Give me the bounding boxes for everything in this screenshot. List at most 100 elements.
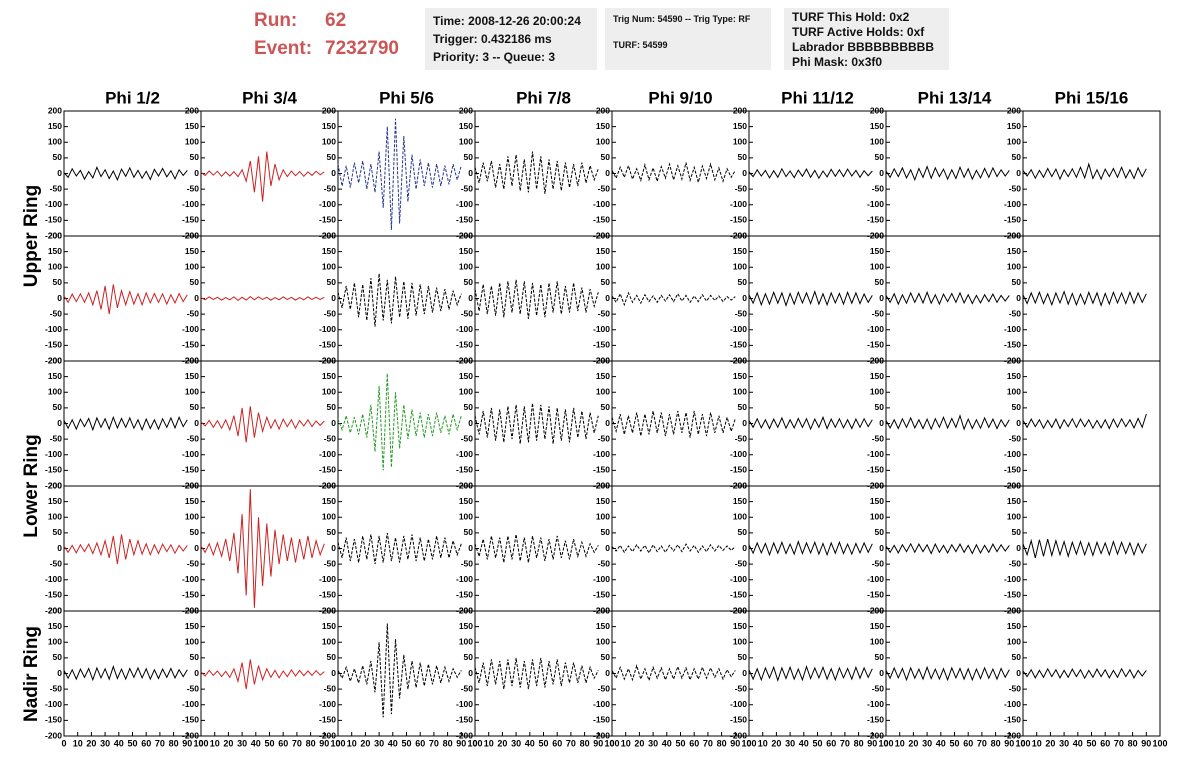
x-tick-label: 50 xyxy=(127,738,137,748)
y-tick-label: -100 xyxy=(593,574,610,584)
y-tick-label: -50 xyxy=(461,683,474,693)
y-tick-label: -150 xyxy=(456,715,473,725)
y-tick-label: 0 xyxy=(194,543,199,553)
waveform xyxy=(63,665,188,682)
waveform xyxy=(611,291,736,307)
y-tick-label: -150 xyxy=(456,465,473,475)
y-tick-label: -200 xyxy=(867,230,884,240)
panel-frame xyxy=(200,485,339,612)
y-tick-label: -50 xyxy=(461,558,474,568)
y-tick-label: 100 xyxy=(1007,387,1021,397)
y-tick-label: 0 xyxy=(879,418,884,428)
y-tick-label: -50 xyxy=(735,183,748,193)
x-tick-label: 90 xyxy=(1141,738,1151,748)
y-tick-label: -150 xyxy=(45,465,62,475)
y-tick-label: -100 xyxy=(1004,449,1021,459)
y-tick-label: 100 xyxy=(733,262,747,272)
y-tick-label: 50 xyxy=(601,402,611,412)
waveform xyxy=(885,165,1010,182)
y-tick-label: 50 xyxy=(738,152,748,162)
x-tick-label: 20 xyxy=(1045,738,1055,748)
x-tick-label: 30 xyxy=(100,738,110,748)
y-tick-label: -50 xyxy=(598,683,611,693)
y-tick-label: 150 xyxy=(185,121,199,131)
x-tick-label: 80 xyxy=(169,738,179,748)
x-tick-label: 90 xyxy=(1004,738,1014,748)
x-tick-label: 100 xyxy=(604,738,619,748)
y-tick-label: 200 xyxy=(1007,355,1021,365)
y-tick-label: -200 xyxy=(867,355,884,365)
y-tick-label: 50 xyxy=(738,527,748,537)
x-tick-label: 10 xyxy=(1032,738,1042,748)
y-tick-label: 0 xyxy=(879,168,884,178)
y-tick-label: -100 xyxy=(319,199,336,209)
y-tick-label: 0 xyxy=(605,168,610,178)
x-tick-label: 0 xyxy=(61,738,66,748)
y-tick-label: 0 xyxy=(57,543,62,553)
x-tick-label: 50 xyxy=(675,738,685,748)
y-tick-label: -100 xyxy=(867,199,884,209)
y-tick-label: 200 xyxy=(48,605,62,615)
y-tick-label: 0 xyxy=(468,168,473,178)
info-box-time: Time: 2008-12-26 20:00:24 Trigger: 0.432… xyxy=(425,8,597,70)
y-tick-label: 200 xyxy=(870,230,884,240)
x-tick-label: 0 xyxy=(335,738,340,748)
y-tick-label: -200 xyxy=(730,605,747,615)
y-tick-label: -50 xyxy=(187,183,200,193)
column-title: Phi 7/8 xyxy=(516,88,571,107)
x-tick-label: 70 xyxy=(703,738,713,748)
y-tick-label: 200 xyxy=(870,105,884,115)
x-tick-label: 40 xyxy=(251,738,261,748)
panel-frame xyxy=(474,610,613,737)
waveform xyxy=(611,162,736,185)
waveform xyxy=(748,290,873,307)
y-tick-label: -50 xyxy=(872,433,885,443)
y-tick-label: -50 xyxy=(187,433,200,443)
info-line: TURF This Hold: 0x2 xyxy=(792,10,910,24)
y-tick-label: -100 xyxy=(319,324,336,334)
y-tick-label: -100 xyxy=(182,199,199,209)
y-tick-label: -200 xyxy=(593,480,610,490)
y-tick-label: 200 xyxy=(48,355,62,365)
x-tick-label: 80 xyxy=(306,738,316,748)
y-tick-label: -100 xyxy=(456,699,473,709)
y-tick-label: -200 xyxy=(182,605,199,615)
y-tick-label: -50 xyxy=(598,558,611,568)
y-tick-label: 50 xyxy=(53,652,63,662)
y-tick-label: 0 xyxy=(468,668,473,678)
y-tick-label: 200 xyxy=(322,605,336,615)
y-tick-label: -100 xyxy=(319,574,336,584)
waveform xyxy=(474,403,599,444)
y-tick-label: 150 xyxy=(1007,246,1021,256)
x-tick-label: 0 xyxy=(198,738,203,748)
y-tick-label: -150 xyxy=(1004,215,1021,225)
y-tick-label: 150 xyxy=(322,121,336,131)
y-tick-label: -200 xyxy=(730,230,747,240)
y-tick-label: 200 xyxy=(733,230,747,240)
y-tick-label: 50 xyxy=(601,277,611,287)
y-tick-label: -200 xyxy=(1004,730,1021,740)
x-tick-label: 80 xyxy=(991,738,1001,748)
event-label: Event: xyxy=(254,38,313,59)
waveform xyxy=(337,623,462,718)
y-tick-label: 200 xyxy=(48,480,62,490)
x-tick-label: 20 xyxy=(86,738,96,748)
y-tick-label: 50 xyxy=(327,527,337,537)
y-tick-label: -50 xyxy=(872,183,885,193)
waveform xyxy=(200,489,325,608)
y-tick-label: -100 xyxy=(45,324,62,334)
y-tick-label: -50 xyxy=(1009,183,1022,193)
panel-frame xyxy=(474,235,613,362)
y-tick-label: 200 xyxy=(596,355,610,365)
waveform xyxy=(337,373,462,471)
waveform xyxy=(200,406,325,443)
y-tick-label: 100 xyxy=(48,137,62,147)
y-tick-label: -100 xyxy=(456,449,473,459)
y-tick-label: 100 xyxy=(870,512,884,522)
y-tick-label: 100 xyxy=(870,137,884,147)
x-tick-label: 90 xyxy=(730,738,740,748)
y-tick-label: 200 xyxy=(48,230,62,240)
y-tick-label: 50 xyxy=(738,277,748,287)
y-tick-label: 0 xyxy=(605,418,610,428)
y-tick-label: -150 xyxy=(182,215,199,225)
